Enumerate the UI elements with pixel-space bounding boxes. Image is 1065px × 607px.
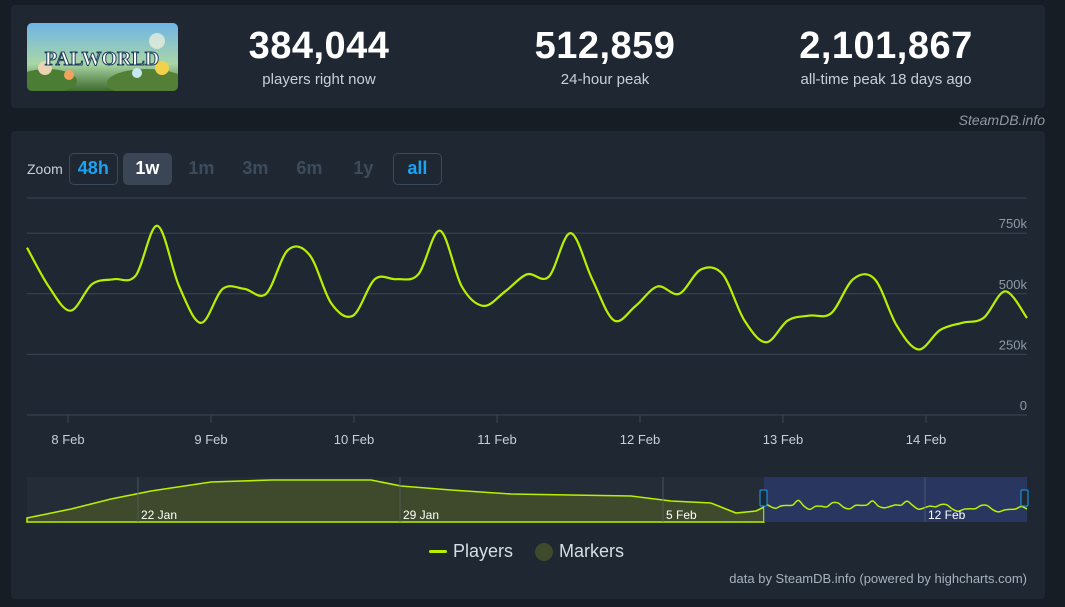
navigator-selection	[764, 477, 1027, 522]
game-logo-text: PALWORLD	[45, 48, 159, 70]
navigator-right-handle[interactable]	[1020, 489, 1029, 507]
players-chart[interactable]: 0 250k 500k 750k 8 Feb 9 Feb 10 Feb 11 Feb 12 F…	[11, 131, 1045, 531]
markers-dot-swatch	[535, 542, 554, 561]
navigator-selected-line	[763, 499, 1028, 513]
x-tick-label: 10 Feb	[334, 432, 374, 447]
grid-lines	[27, 232, 1027, 416]
x-axis-labels: 8 Feb 9 Feb 10 Feb 11 Feb 12 Feb 13 Feb 14 Feb	[51, 432, 946, 447]
legend-markers[interactable]: Markers	[535, 541, 624, 562]
all-time-peak-value: 2,101,867	[799, 25, 973, 67]
current-players-value: 384,044	[248, 25, 390, 67]
y-tick-label: 750k	[999, 216, 1028, 231]
x-tick-label: 9 Feb	[194, 432, 227, 447]
steamdb-credit-link[interactable]: SteamDB.info	[958, 112, 1045, 128]
x-axis-ticks	[67, 415, 927, 423]
legend-players[interactable]: Players	[429, 541, 513, 562]
all-time-peak-stat: 2,101,867 all-time peak 18 days ago	[771, 25, 1001, 88]
navigator-labels: 22 Jan 29 Jan 5 Feb 12 Feb	[141, 508, 966, 522]
navigator-area	[26, 479, 765, 523]
navigator-tick-label: 12 Feb	[928, 508, 966, 522]
legend-players-label: Players	[453, 541, 514, 561]
zoom-3m-button[interactable]: 3m	[242, 158, 269, 178]
zoom-1m-button[interactable]: 1m	[188, 158, 215, 178]
y-tick-label: 500k	[999, 277, 1028, 292]
zoom-1y-button[interactable]: 1y	[353, 158, 374, 178]
day-peak-value: 512,859	[534, 25, 676, 67]
navigator-grid	[137, 477, 926, 522]
data-credit[interactable]: data by SteamDB.info (powered by highcha…	[729, 571, 1027, 586]
navigator-tick-label: 5 Feb	[666, 508, 697, 522]
y-tick-label: 250k	[999, 337, 1028, 352]
x-tick-label: 12 Feb	[620, 432, 660, 447]
day-peak-label: 24-hour peak	[560, 71, 650, 88]
x-tick-label: 13 Feb	[763, 432, 803, 447]
players-line	[26, 224, 1028, 351]
legend-markers-label: Markers	[559, 541, 625, 561]
x-tick-label: 8 Feb	[51, 432, 84, 447]
y-tick-label: 0	[1020, 398, 1027, 413]
current-players-stat: 384,044 players right now	[204, 25, 434, 88]
x-tick-label: 14 Feb	[906, 432, 946, 447]
navigator: 22 Jan 29 Jan 5 Feb 12 Feb	[26, 477, 1029, 523]
zoom-1w-button[interactable]: 1w	[122, 152, 172, 185]
chart-panel: Zoom 48h 1w 1m 3m 6m 1y all 0 250k 500k 750…	[11, 131, 1045, 599]
game-logo[interactable]: PALWORLD	[27, 23, 178, 91]
y-axis-labels: 0 250k 500k 750k	[999, 216, 1028, 413]
x-tick-label: 11 Feb	[477, 432, 517, 447]
day-peak-stat: 512,859 24-hour peak	[490, 25, 720, 88]
zoom-all-button[interactable]: all	[392, 152, 442, 185]
navigator-left-handle[interactable]	[759, 489, 768, 507]
all-time-peak-label: all-time peak 18 days ago	[800, 71, 972, 88]
players-line-swatch	[429, 550, 447, 553]
navigator-tick-label: 29 Jan	[403, 508, 439, 522]
zoom-6m-button[interactable]: 6m	[296, 158, 323, 178]
zoom-48h-button[interactable]: 48h	[68, 152, 118, 185]
navigator-tick-label: 22 Jan	[141, 508, 177, 522]
zoom-controls: Zoom 48h 1w 1m 3m 6m 1y all	[27, 152, 447, 185]
chart-legend: Players Markers	[429, 541, 646, 562]
current-players-label: players right now	[262, 71, 376, 88]
zoom-label: Zoom	[27, 160, 63, 177]
stats-panel: PALWORLD 384,044 players right now 512,8…	[11, 5, 1045, 108]
